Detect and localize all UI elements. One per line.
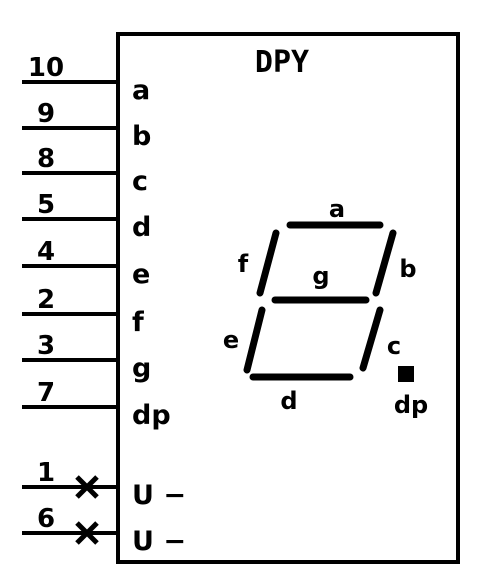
pin-9: 9b xyxy=(22,99,151,152)
segment-label-a: a xyxy=(329,195,345,223)
pin-label: d xyxy=(132,212,151,243)
pin-6: 6 U − xyxy=(22,504,186,557)
segment-b xyxy=(372,229,397,297)
pin-8: 8c xyxy=(22,144,148,197)
pin-label: U − xyxy=(132,526,186,557)
pin-number: 8 xyxy=(37,144,55,174)
pin-label: e xyxy=(132,259,150,290)
no-connect-x-icon xyxy=(75,475,99,499)
segment-label-d: d xyxy=(280,387,297,415)
pin-label: a xyxy=(132,75,150,106)
segment-c xyxy=(359,306,384,372)
pin-7: 7 dp xyxy=(22,378,171,431)
pin-number: 2 xyxy=(37,285,55,315)
pin-label: U − xyxy=(132,480,186,511)
segment-dp xyxy=(398,366,414,382)
pin-number: 4 xyxy=(37,237,55,267)
pin-number: 10 xyxy=(28,53,64,83)
pin-label: c xyxy=(132,166,148,197)
pin-label: f xyxy=(132,307,144,338)
segment-label-dp: dp xyxy=(394,391,428,419)
pin-2: 2f xyxy=(22,285,144,338)
pin-number: 6 xyxy=(37,504,55,534)
component-body xyxy=(116,32,460,564)
pin-3: 3g xyxy=(22,331,151,384)
segment-label-c: c xyxy=(387,332,401,360)
component-title: DPY xyxy=(255,45,309,80)
segment-label-f: f xyxy=(238,250,249,278)
pin-1: 1 U − xyxy=(22,458,186,511)
segment-label-b: b xyxy=(399,255,416,283)
segment-f xyxy=(256,229,280,297)
pin-5: 5d xyxy=(22,190,151,243)
pin-10: 10 a xyxy=(22,53,150,106)
segment-label-e: e xyxy=(223,326,239,354)
pin-label: b xyxy=(132,121,151,152)
pin-number: 5 xyxy=(37,190,55,220)
segment-e xyxy=(243,306,266,374)
no-connect-x-icon xyxy=(75,521,99,545)
pin-number: 7 xyxy=(37,378,55,408)
pin-number: 9 xyxy=(37,99,55,129)
pin-label: g xyxy=(132,353,151,384)
pin-number: 1 xyxy=(37,458,55,488)
pin-number: 3 xyxy=(37,331,55,361)
seven-segment-glyph: a b c d e f g dp xyxy=(223,195,428,419)
pin-label: dp xyxy=(132,400,171,431)
pin-4: 4e xyxy=(22,237,150,290)
segment-label-g: g xyxy=(312,262,329,290)
